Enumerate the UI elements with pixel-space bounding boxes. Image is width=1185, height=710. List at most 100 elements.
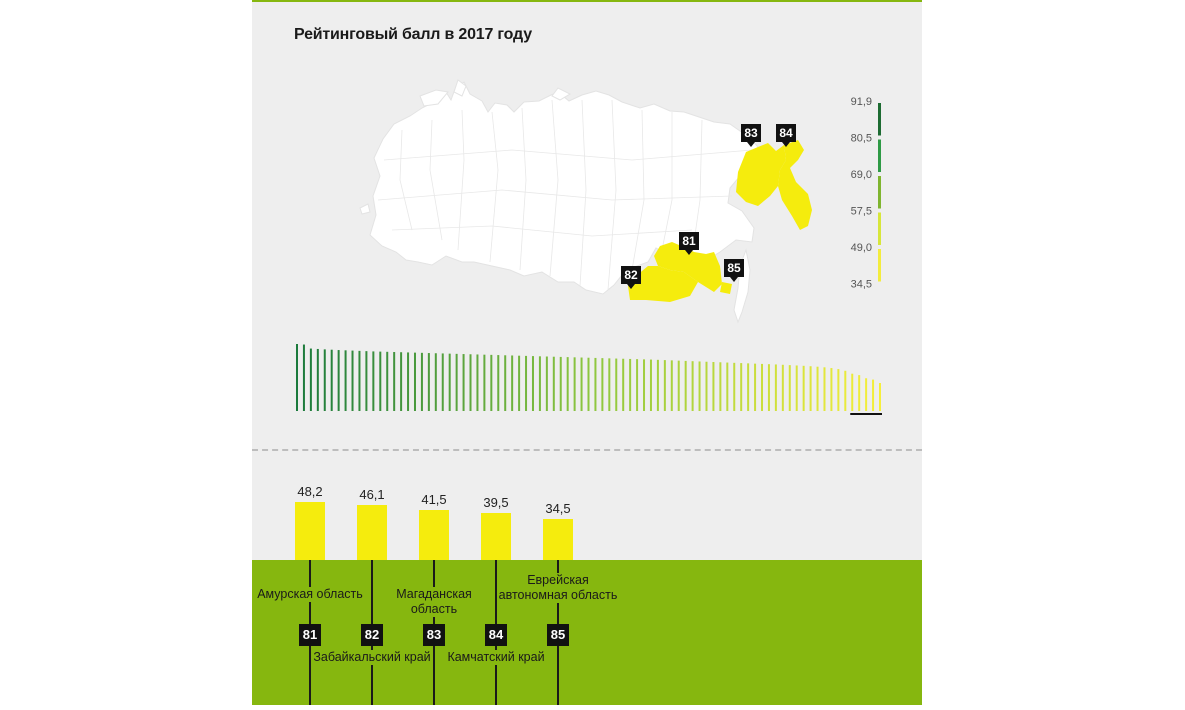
strip-bar <box>712 362 715 411</box>
region-bar-value: 46,1 <box>359 486 385 502</box>
strip-bar <box>761 363 764 411</box>
strip-bar <box>767 364 770 411</box>
strip-bar <box>525 355 528 411</box>
region-name-label: Еврейская автономная область <box>498 573 618 603</box>
map-pin-83: 83 <box>741 124 761 147</box>
strip-bar <box>580 357 583 411</box>
strip-bar <box>531 356 534 411</box>
strip-bar <box>407 352 410 411</box>
chart-title: Рейтинговый балл в 2017 году <box>294 26 532 43</box>
ranking-strip-chart <box>296 344 882 415</box>
strip-bar <box>400 352 403 411</box>
region-rank-badge: 85 <box>547 624 569 646</box>
strip-bar <box>872 379 875 411</box>
strip-bar <box>774 364 777 411</box>
strip-bottom-marker <box>850 413 882 415</box>
strip-bar <box>719 362 722 411</box>
region-borders <box>377 99 753 291</box>
region-bar-value: 48,2 <box>297 484 323 500</box>
legend-color-segment <box>878 176 881 209</box>
section-divider <box>252 449 922 451</box>
region-bar <box>357 504 387 560</box>
infographic-panel: Рейтинговый балл в 2017 году <box>252 0 922 705</box>
taimyr-shape <box>551 87 572 101</box>
strip-bar <box>296 344 298 411</box>
strip-bar <box>684 360 687 411</box>
strip-bar <box>309 348 312 411</box>
strip-bar <box>351 350 354 411</box>
legend-color-segment <box>878 103 881 136</box>
map-pin-84: 84 <box>776 124 796 147</box>
strip-bar <box>538 356 541 411</box>
region-bar-value: 34,5 <box>545 500 571 516</box>
strip-bar <box>462 354 465 411</box>
map-pin-tip <box>730 277 738 282</box>
map-pin-85: 85 <box>724 259 744 282</box>
amur-region-shape <box>654 242 722 292</box>
strip-bar <box>649 359 652 411</box>
strip-bar <box>802 365 805 411</box>
region-rank-badge: 81 <box>299 624 321 646</box>
strip-bar <box>469 354 472 411</box>
region-rank-badge: 83 <box>423 624 445 646</box>
strip-bar <box>379 351 382 411</box>
strip-bar <box>476 354 479 411</box>
region-name-label: Камчатский край <box>436 650 556 665</box>
strip-bar <box>545 356 548 411</box>
strip-bar <box>726 362 729 411</box>
strip-bar <box>413 352 416 411</box>
legend-color-segment <box>878 212 881 245</box>
strip-bar <box>865 378 868 411</box>
strip-bar <box>733 362 736 411</box>
strip-bar <box>754 363 757 411</box>
strip-bar <box>434 353 437 411</box>
strip-bar <box>323 349 326 411</box>
strip-bar <box>386 351 389 411</box>
strip-bar <box>448 353 451 411</box>
map-pin-tip <box>747 142 755 147</box>
map-pin-tip <box>627 284 635 289</box>
kamchatka-region-shape <box>778 140 812 230</box>
strip-bar <box>552 356 555 411</box>
strip-bar <box>490 354 493 411</box>
strip-bar <box>455 353 458 411</box>
russia-map <box>359 79 812 324</box>
strip-bar <box>705 361 708 411</box>
region-bar-value: 39,5 <box>483 494 509 510</box>
strip-bar <box>629 358 632 411</box>
strip-bar <box>393 352 396 411</box>
strip-bar <box>851 373 854 411</box>
strip-bar <box>358 350 361 411</box>
strip-bar <box>566 357 569 411</box>
strip-bar <box>643 359 646 411</box>
region-bar <box>543 518 573 560</box>
legend-tick-label: 34,5 <box>851 279 872 291</box>
strip-bar <box>816 366 819 411</box>
strip-bar <box>858 375 861 411</box>
novaya-zemlya-shape <box>453 79 467 97</box>
strip-bar <box>837 369 840 411</box>
strip-bar <box>316 348 319 411</box>
strip-bar <box>504 355 507 411</box>
map-pin-label: 81 <box>679 232 699 250</box>
strip-bar <box>587 357 590 411</box>
strip-bar <box>302 344 305 411</box>
region-rank-badge: 84 <box>485 624 507 646</box>
highlighted-regions <box>628 140 812 302</box>
region-bar <box>419 510 449 560</box>
map-pin-tip <box>685 250 693 255</box>
strip-bar <box>622 358 625 411</box>
strip-bar <box>740 363 743 411</box>
map-pin-label: 83 <box>741 124 761 142</box>
strip-bar <box>559 356 562 411</box>
legend-tick-label: 80,5 <box>851 133 872 145</box>
strip-bar <box>781 364 784 411</box>
strip-bar <box>636 359 639 411</box>
color-scale-legend: 91,9 80,5 69,0 57,5 49,0 34,5 <box>851 96 881 291</box>
map-pin-82: 82 <box>621 266 641 289</box>
kola-shape <box>419 89 449 107</box>
strip-bar <box>372 351 375 411</box>
region-name-label: Забайкальский край <box>312 650 432 665</box>
strip-bar <box>656 359 659 411</box>
strip-bar <box>427 353 430 411</box>
